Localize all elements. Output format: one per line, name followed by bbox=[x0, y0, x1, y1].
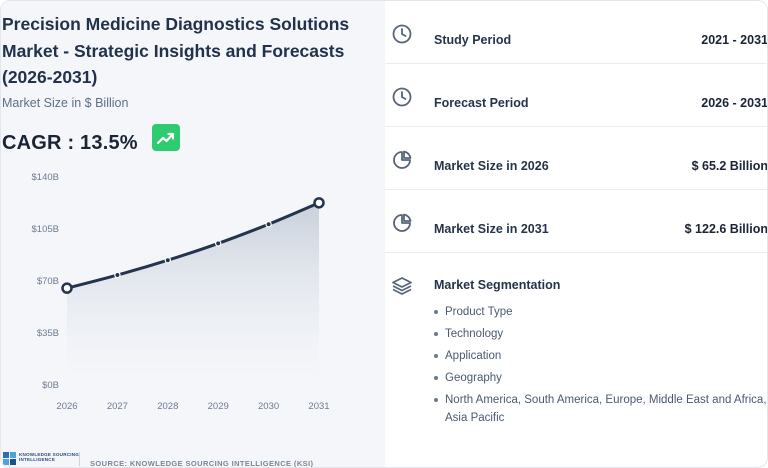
bullet-icon bbox=[434, 354, 438, 358]
series-line bbox=[65, 201, 321, 290]
market-segmentation: Market Segmentation Product Type Technol… bbox=[385, 255, 767, 467]
stat-label: Market Size in 2026 bbox=[434, 159, 549, 173]
trending-up-icon bbox=[152, 124, 180, 151]
list-item: Application bbox=[433, 347, 767, 365]
list-item: Geography bbox=[433, 369, 767, 387]
chart-panel: Precision Medicine Diagnostics Solutions… bbox=[1, 1, 385, 468]
ksi-logo-text: KNOWLEDGE SOURCING INTELLIGENCE bbox=[19, 452, 80, 462]
chart-subtitle: Market Size in $ Billion bbox=[2, 96, 129, 110]
y-tick-label: $105B bbox=[32, 224, 59, 235]
x-tick-label: 2030 bbox=[258, 401, 279, 412]
page-title: Precision Medicine Diagnostics Solutions… bbox=[2, 14, 350, 87]
stats-panel: Study Period 2021 - 2031 Forecast Period… bbox=[385, 1, 768, 467]
y-tick-label: $140B bbox=[32, 172, 59, 183]
data-point bbox=[164, 256, 171, 264]
stat-value: 2021 - 2031 bbox=[701, 33, 768, 47]
source-footer: KNOWLEDGE SOURCING INTELLIGENCE SOURCE: … bbox=[1, 449, 385, 468]
y-tick-label: $0B bbox=[42, 380, 59, 391]
data-point bbox=[114, 271, 121, 279]
stat-row-forecast-period: Forecast Period 2026 - 2031 bbox=[385, 64, 768, 127]
y-tick-label: $70B bbox=[37, 276, 59, 287]
layers-icon bbox=[392, 277, 412, 295]
stat-label: Forecast Period bbox=[434, 96, 529, 110]
x-tick-label: 2027 bbox=[107, 401, 128, 412]
segmentation-label: Market Segmentation bbox=[434, 278, 561, 292]
cagr-label: CAGR : 13.5% bbox=[2, 132, 138, 154]
bullet-icon bbox=[434, 310, 438, 314]
stat-label: Study Period bbox=[434, 33, 512, 47]
list-item: Product Type bbox=[433, 303, 767, 321]
bullet-icon bbox=[434, 398, 438, 402]
pie-chart-icon bbox=[393, 150, 412, 169]
x-tick-label: 2028 bbox=[157, 401, 178, 412]
x-tick-label: 2026 bbox=[56, 401, 77, 412]
source-label: SOURCE: KNOWLEDGE SOURCING INTELLIGENCE … bbox=[90, 459, 314, 468]
pie-chart-icon bbox=[393, 213, 412, 232]
data-point bbox=[313, 197, 325, 209]
divider bbox=[79, 452, 80, 466]
stat-row-market-size-2031: Market Size in 2031 $ 122.6 Billion bbox=[385, 190, 768, 253]
data-point bbox=[265, 221, 272, 228]
stat-label: Market Size in 2031 bbox=[434, 222, 549, 236]
data-point bbox=[214, 240, 222, 247]
area-fill bbox=[67, 202, 319, 385]
data-point bbox=[61, 282, 73, 294]
segmentation-list: Product Type Technology Application Geog… bbox=[433, 303, 767, 431]
clock-icon bbox=[392, 87, 412, 107]
bullet-icon bbox=[434, 376, 438, 380]
stat-row-study-period: Study Period 2021 - 2031 bbox=[385, 1, 768, 64]
bullet-icon bbox=[434, 332, 438, 336]
list-item: Technology bbox=[433, 325, 767, 343]
stat-value: $ 122.6 Billion bbox=[684, 222, 768, 236]
stat-value: $ 65.2 Billion bbox=[691, 159, 768, 173]
ksi-logo-icon bbox=[3, 452, 16, 465]
x-tick-label: 2031 bbox=[308, 401, 329, 412]
stat-row-market-size-2026: Market Size in 2026 $ 65.2 Billion bbox=[385, 127, 768, 190]
x-tick-label: 2029 bbox=[208, 401, 229, 412]
stat-value: 2026 - 2031 bbox=[701, 96, 768, 110]
list-item: North America, South America, Europe, Mi… bbox=[433, 391, 767, 427]
market-size-chart: $0B $35B $70B $105B $140B 2026 2027 2028 2029 20… bbox=[32, 172, 330, 412]
clock-icon bbox=[392, 24, 412, 44]
y-tick-label: $35B bbox=[37, 328, 59, 339]
